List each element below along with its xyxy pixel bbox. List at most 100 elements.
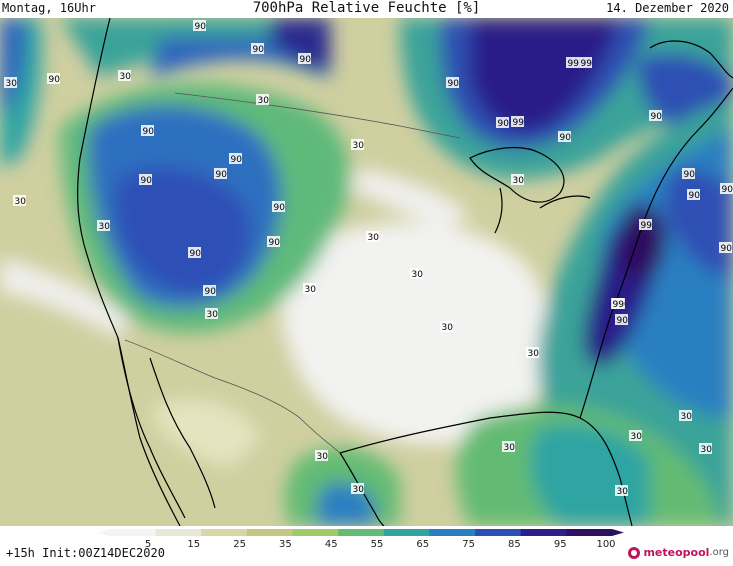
borders [124,92,461,454]
contour-label: 30 [526,347,539,359]
contour-label: 30 [511,174,524,186]
legend-tick: 5 [145,539,151,548]
legend-swatch [475,529,522,536]
contour-label-text: 30 [631,432,643,442]
meteopool-logo: meteopool .org [628,546,729,559]
legend-swatch [155,529,202,536]
contour-label-text: 30 [504,443,516,453]
contour-label: 90 [496,117,509,129]
contour-label-text: 99 [581,59,593,69]
contour-label: 90 [558,131,571,143]
contour-label: 30 [699,443,712,455]
contour-label-text: 90 [498,119,510,129]
contour-label: 90 [139,174,152,186]
contour-label-text: 90 [190,249,202,259]
contour-label: 90 [214,168,227,180]
contour-label-text: 30 [368,233,380,243]
contour-label-text: 90 [722,185,733,195]
contour-label-text: 90 [689,191,701,201]
contour-label: 90 [47,73,60,85]
contour-label-text: 99 [568,59,580,69]
contour-label: 30 [351,483,364,495]
humidity-map: 90 90 90 90 90 90 90 90 90 90 90 90 90 90 90 90 90 90 90 90… [0,18,733,526]
contour-label-text: 99 [613,300,625,310]
contour-label: 90 [446,77,459,89]
humidity-map-canvas: 90 90 90 90 90 90 90 90 90 90 90 90 90 90 90 90 90 90 90 90… [0,18,733,526]
map-title: 700hPa Relative Feuchte [%] [252,0,481,16]
contour-label-text: 30 [99,222,111,232]
legend-cap [98,529,110,536]
contour-label: 30 [315,450,328,462]
legend-swatch [246,529,294,536]
legend-tick: 15 [187,539,200,548]
color-legend: 5 15 25 35 45 55 65 75 85 95 100 [0,526,733,566]
contour-label-text: 99 [641,221,653,231]
legend-tick: 45 [325,539,338,548]
contour-label: 30 [366,231,379,243]
contour-label: 30 [303,283,316,295]
contour-label: 90 [682,168,695,180]
contour-label-text: 30 [120,72,132,82]
contour-label-text: 90 [141,176,153,186]
contour-label-text: 90 [216,170,228,180]
legend-swatch [383,529,430,536]
contour-label-text: 90 [253,45,265,55]
contour-label: 90 [229,153,242,165]
contour-labels: 90 90 90 90 90 90 90 90 90 90 90 90 90 90 90 90 90 90 90 90… [4,20,733,497]
contour-label-text: 90 [448,79,460,89]
contour-label-text: 30 [305,285,317,295]
contour-label-text: 30 [317,452,329,462]
contour-label: 30 [205,308,218,320]
contour-label: 90 [720,183,733,195]
contour-label: 30 [410,268,423,280]
contour-label: 30 [679,410,692,422]
valid-time-label: Montag, 16Uhr [2,1,96,15]
contour-label-text: 90 [617,316,629,326]
contour-label-text: 30 [258,96,270,106]
logo-icon [628,546,641,559]
contour-label-text: 30 [681,412,693,422]
contour-label: 30 [502,441,515,453]
contour-label-text: 90 [300,55,312,65]
contour-label: 90 [203,285,216,297]
contour-label-text: 90 [269,238,281,248]
contour-label: 30 [13,195,26,207]
contour-label: 30 [97,220,110,232]
contour-label: 99 [511,116,524,128]
contour-label: 99 [611,298,624,310]
contour-label-text: 30 [412,270,424,280]
contour-label: 90 [193,20,206,32]
legend-swatch [429,529,476,536]
legend-swatch [338,529,385,536]
contour-label: 30 [615,485,628,497]
contour-label-text: 90 [274,203,286,213]
legend-cap [612,529,624,536]
contour-label-text: 90 [195,22,207,32]
contour-label: 30 [440,321,453,333]
contour-label: 90 [267,236,280,248]
contour-label-text: 30 [207,310,219,320]
contour-label-text: 90 [560,133,572,143]
contour-label-text: 90 [684,170,696,180]
contour-label-text: 30 [6,79,18,89]
init-time-label: +15h Init:00Z14DEC2020 [6,546,165,560]
contour-label-text: 30 [353,485,365,495]
legend-tick: 25 [233,539,246,548]
contour-label-text: 30 [513,176,525,186]
contour-label: 30 [4,77,17,89]
contour-label-text: 90 [205,287,217,297]
contour-label-text: 30 [617,487,629,497]
contour-label: 30 [351,139,364,151]
logo-text: meteopool [643,546,710,559]
contour-label: 90 [141,125,154,137]
contour-label-text: 90 [49,75,61,85]
contour-label: 30 [118,70,131,82]
contour-label: 90 [188,247,201,259]
contour-label-text: 30 [353,141,365,151]
legend-swatch [520,529,567,536]
contour-label-text: 90 [721,244,733,254]
legend-bar: 5 15 25 35 45 55 65 75 85 95 100 [98,529,624,550]
contour-label-text: 30 [528,349,540,359]
contour-label: 90 [687,189,700,201]
contour-label-text: 30 [442,323,454,333]
